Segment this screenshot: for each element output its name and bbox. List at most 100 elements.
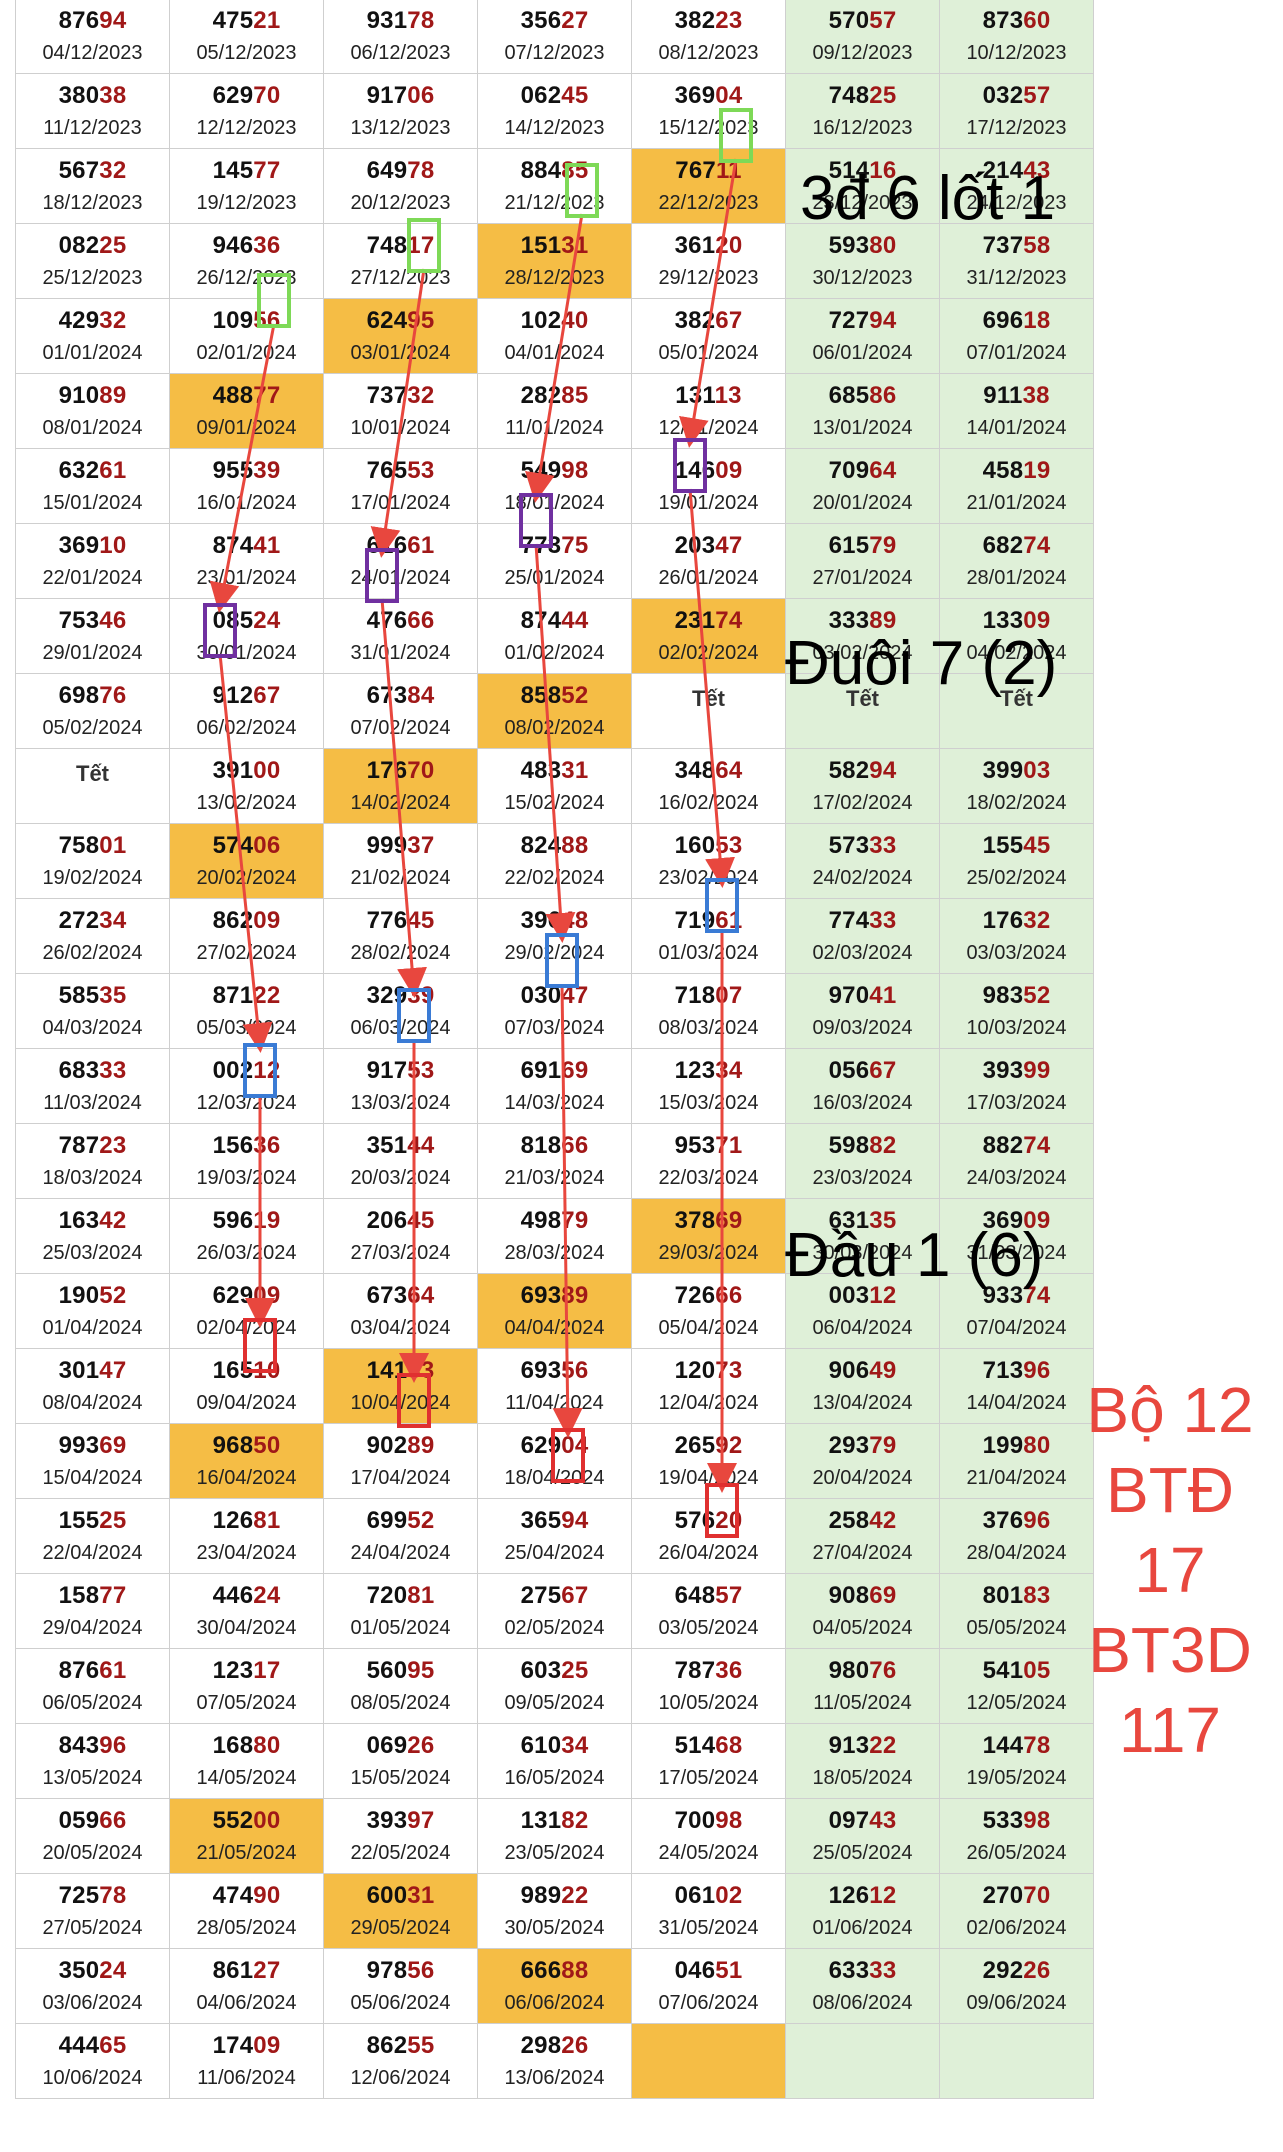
result-cell: 69356 11/04/2024: [477, 1348, 632, 1424]
result-cell: 14609 19/01/2024: [631, 448, 786, 524]
result-head-digits: 458: [982, 457, 1024, 484]
result-cell: 45819 21/01/2024: [939, 448, 1094, 524]
result-cell: 73758 31/12/2023: [939, 223, 1094, 299]
result-head-digits: 258: [828, 1507, 870, 1534]
result-tail-digits: 92: [715, 1432, 743, 1459]
result-tail-digits: 56: [561, 1357, 589, 1384]
result-cell: 26592 19/04/2024: [631, 1423, 786, 1499]
result-number: 56732: [16, 157, 169, 185]
result-tail-digits: 66: [715, 1282, 743, 1309]
result-head-digits: 156: [212, 1132, 254, 1159]
result-head-digits: 882: [982, 1132, 1024, 1159]
result-head-digits: 155: [58, 1507, 100, 1534]
result-head-digits: 801: [982, 1582, 1024, 1609]
result-head-digits: 123: [212, 1657, 254, 1684]
result-date: 01/06/2024: [812, 1917, 913, 1939]
result-date: 17/01/2024: [350, 492, 451, 514]
result-cell: 64978 20/12/2023: [323, 148, 478, 224]
result-cell: 12612 01/06/2024: [785, 1873, 940, 1949]
result-head-digits: 615: [828, 532, 870, 559]
result-date: 26/04/2024: [658, 1542, 759, 1564]
result-head-digits: 382: [674, 7, 716, 34]
result-number: 78723: [16, 1132, 169, 1160]
result-cell: 99937 21/02/2024: [323, 823, 478, 899]
result-head-digits: 573: [828, 832, 870, 859]
result-date: 20/01/2024: [812, 492, 913, 514]
result-head-digits: 970: [828, 982, 870, 1009]
result-head-digits: 061: [674, 1882, 716, 1909]
result-date: 07/04/2024: [966, 1317, 1067, 1339]
table-row: 72578 27/05/2024 47490 28/05/2024 60031 29/05…: [15, 1873, 1094, 1949]
result-cell: 19052 01/04/2024: [15, 1273, 170, 1349]
result-head-digits: 824: [520, 832, 562, 859]
result-cell: 62970 12/12/2023: [169, 73, 324, 149]
result-cell: 87694 04/12/2023: [15, 0, 170, 74]
result-date: 19/05/2024: [966, 1767, 1067, 1789]
result-cell: 48877 09/01/2024: [169, 373, 324, 449]
result-tail-digits: 52: [1023, 982, 1051, 1009]
result-date: 22/04/2024: [42, 1542, 143, 1564]
result-tail-digits: 64: [407, 1282, 435, 1309]
result-date: 10/01/2024: [350, 417, 451, 439]
result-cell: 12073 12/04/2024: [631, 1348, 786, 1424]
result-number: 63135: [786, 1207, 939, 1235]
result-date: 20/04/2024: [812, 1467, 913, 1489]
result-cell: 91267 06/02/2024: [169, 673, 324, 749]
result-cell: 05966 20/05/2024: [15, 1798, 170, 1874]
result-cell: 57406 20/02/2024: [169, 823, 324, 899]
result-tail-digits: 26: [561, 2032, 589, 2059]
result-head-digits: 917: [366, 82, 408, 109]
result-head-digits: 329: [366, 982, 408, 1009]
result-date: 13/04/2024: [812, 1392, 913, 1414]
result-number: 61579: [786, 532, 939, 560]
result-date: 19/12/2023: [196, 192, 297, 214]
result-cell: 39399 17/03/2024: [939, 1048, 1094, 1124]
result-number: 95539: [170, 457, 323, 485]
result-tail-digits: 85: [561, 157, 589, 184]
result-head-digits: 727: [828, 307, 870, 334]
result-date: 30/04/2024: [196, 1617, 297, 1639]
result-number: 91267: [170, 682, 323, 710]
result-tail-digits: 60: [1023, 7, 1051, 34]
result-date: 23/02/2024: [658, 867, 759, 889]
result-date: 29/01/2024: [42, 642, 143, 664]
result-tail-digits: 41: [869, 982, 897, 1009]
result-tail-digits: 76: [869, 1657, 897, 1684]
result-cell: 13182 23/05/2024: [477, 1798, 632, 1874]
result-tail-digits: 39: [253, 457, 281, 484]
result-number: 49879: [478, 1207, 631, 1235]
result-number: 36594: [478, 1507, 631, 1535]
result-cell: [785, 2023, 940, 2099]
result-tail-digits: 76: [99, 682, 127, 709]
result-tail-digits: 09: [1023, 607, 1051, 634]
result-head-digits: 629: [212, 82, 254, 109]
result-number: 71807: [632, 982, 785, 1010]
result-tail-digits: 33: [869, 1957, 897, 1984]
result-cell: 16510 09/04/2024: [169, 1348, 324, 1424]
result-cell: 34864 16/02/2024: [631, 748, 786, 824]
result-head-digits: 293: [828, 1432, 870, 1459]
result-head-digits: 160: [674, 832, 716, 859]
result-date: 19/03/2024: [196, 1167, 297, 1189]
result-head-digits: 874: [212, 532, 254, 559]
result-date: 03/05/2024: [658, 1617, 759, 1639]
result-head-digits: 351: [366, 1132, 408, 1159]
result-head-digits: 168: [212, 1732, 254, 1759]
result-tail-digits: 19: [253, 1207, 281, 1234]
result-head-digits: 141: [366, 1357, 408, 1384]
result-date: 28/03/2024: [504, 1242, 605, 1264]
result-cell: 17632 03/03/2024: [939, 898, 1094, 974]
result-cell: 20645 27/03/2024: [323, 1198, 478, 1274]
result-tail-digits: 12: [869, 1882, 897, 1909]
result-head-digits: 348: [674, 757, 716, 784]
result-date: 30/01/2024: [196, 642, 297, 664]
result-tail-digits: 64: [869, 457, 897, 484]
result-date: 10/03/2024: [966, 1017, 1067, 1039]
result-date: 27/05/2024: [42, 1917, 143, 1939]
result-date: 21/01/2024: [966, 492, 1067, 514]
result-head-digits: 292: [982, 1957, 1024, 1984]
result-date: 23/05/2024: [504, 1842, 605, 1864]
result-head-digits: 488: [212, 382, 254, 409]
result-number: 80183: [940, 1582, 1093, 1610]
result-head-digits: 718: [674, 982, 716, 1009]
